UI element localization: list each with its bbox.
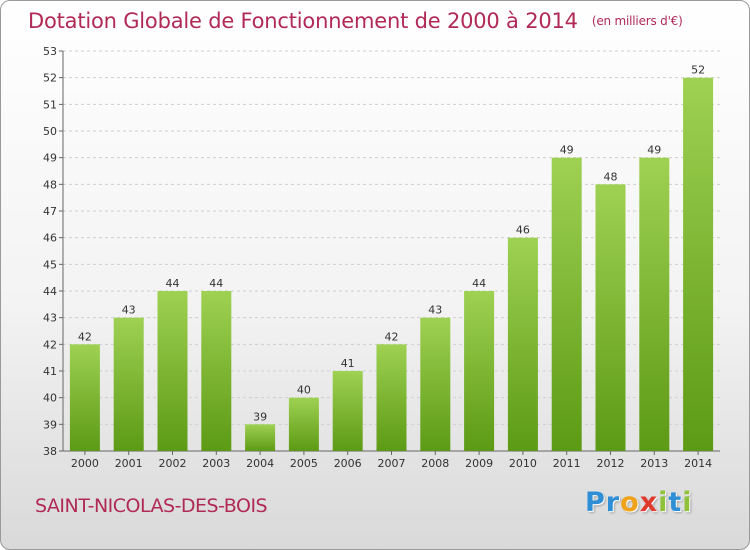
chart-title: Dotation Globale de Fonctionnement de 20… (28, 9, 683, 33)
data-label: 43 (428, 304, 442, 317)
data-labels: 42 43 44 44 39 40 41 42 43 44 46 49 48 49 52 (78, 64, 705, 424)
data-label: 43 (122, 304, 136, 317)
x-tick-label: 2003 (202, 457, 230, 470)
x-tick-label: 2004 (246, 457, 274, 470)
y-tick-label: 50 (43, 125, 57, 138)
data-label: 49 (647, 144, 661, 157)
bar (420, 317, 451, 451)
bars (69, 77, 714, 452)
chart-title-text: Dotation Globale de Fonctionnement de 20… (28, 9, 578, 33)
bar (288, 397, 319, 451)
y-tick-label: 48 (43, 178, 57, 191)
x-tick-label: 2000 (71, 457, 99, 470)
y-tick-label: 39 (43, 418, 57, 431)
data-label: 48 (604, 170, 618, 183)
bar (376, 344, 407, 451)
logo-letter: x (639, 487, 659, 518)
bar (113, 317, 144, 451)
data-label: 52 (691, 64, 705, 77)
bar (551, 157, 582, 451)
x-tick-label: 2010 (509, 457, 537, 470)
x-tick-label: 2008 (421, 457, 449, 470)
x-tick-label: 2013 (640, 457, 668, 470)
y-tick-label: 49 (43, 152, 57, 165)
data-label: 39 (253, 410, 267, 423)
y-tick-label: 38 (43, 445, 57, 458)
logo-letter: i (682, 487, 693, 518)
bar (507, 237, 538, 451)
data-label: 42 (385, 330, 399, 343)
bar (69, 344, 100, 451)
y-tick-label: 51 (43, 98, 57, 111)
logo-letter: P (585, 487, 606, 518)
data-label: 44 (472, 277, 486, 290)
x-tick-label: 2009 (465, 457, 493, 470)
logo-letter: r (605, 487, 621, 518)
bar (595, 184, 626, 452)
logo-letter: i (658, 487, 669, 518)
commune-name: SAINT-NICOLAS-DES-BOIS (35, 495, 268, 517)
y-tick-label: 52 (43, 72, 57, 85)
x-tick-label: 2011 (553, 457, 581, 470)
data-label: 42 (78, 330, 92, 343)
proxiti-logo: Proxiti (585, 487, 693, 518)
x-tick-label: 2006 (334, 457, 362, 470)
y-tick-label: 43 (43, 312, 57, 325)
x-tick-label: 2007 (378, 457, 406, 470)
y-tick-label: 42 (43, 338, 57, 351)
x-tick-label: 2014 (684, 457, 712, 470)
data-label: 41 (341, 357, 355, 370)
bar (201, 291, 232, 451)
y-tick-label: 41 (43, 365, 57, 378)
y-tick-label: 53 (43, 45, 57, 58)
bar (464, 291, 495, 451)
bar (245, 424, 276, 451)
x-tick-label: 2005 (290, 457, 318, 470)
bar (639, 157, 670, 451)
data-label: 46 (516, 224, 530, 237)
y-tick-label: 40 (43, 392, 57, 405)
bar (332, 371, 363, 451)
y-tick-label: 46 (43, 232, 57, 245)
data-label: 49 (560, 144, 574, 157)
bar (157, 291, 188, 451)
y-tick-label: 45 (43, 258, 57, 271)
y-tick-label: 47 (43, 205, 57, 218)
data-label: 44 (166, 277, 180, 290)
y-tick-label: 44 (43, 285, 57, 298)
bar (683, 77, 714, 452)
data-label: 44 (209, 277, 223, 290)
x-tick-label: 2002 (159, 457, 187, 470)
logo-letter: t (668, 487, 683, 518)
x-tick-label: 2001 (115, 457, 143, 470)
data-label: 40 (297, 384, 311, 397)
x-tick-label: 2012 (597, 457, 625, 470)
chart-unit: (en milliers d'€) (591, 14, 683, 28)
logo-letter: o (620, 487, 640, 518)
